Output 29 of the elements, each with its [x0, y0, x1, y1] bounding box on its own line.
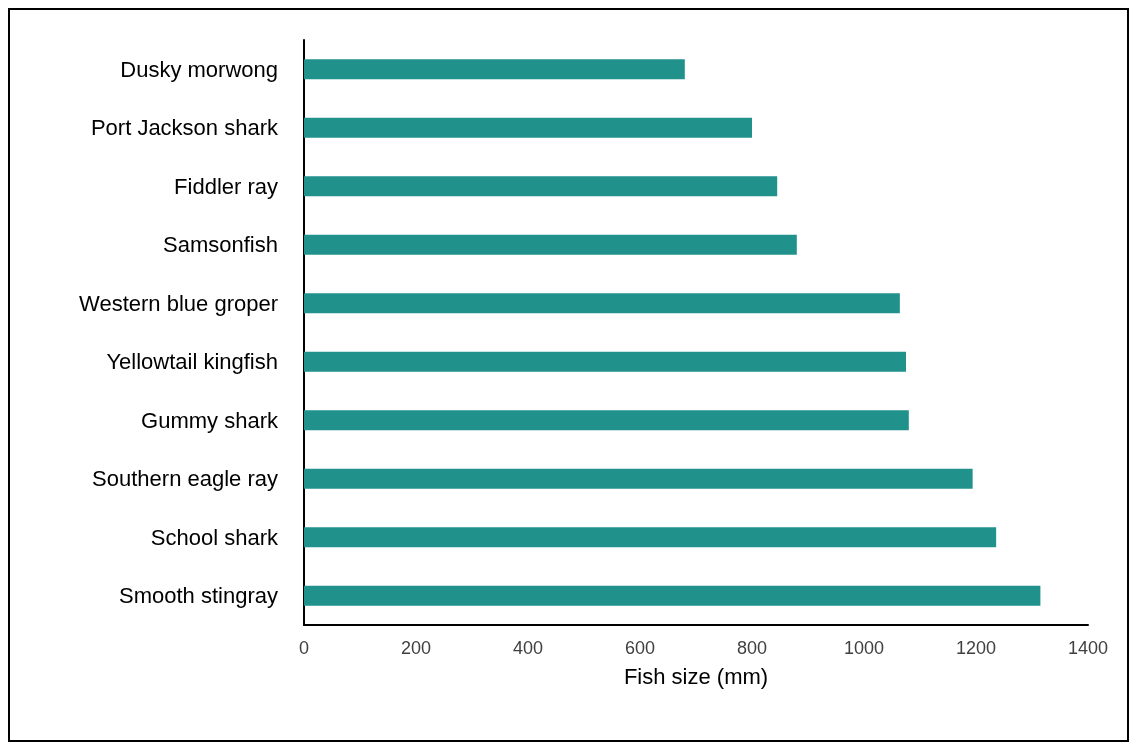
x-tick-label: 600: [624, 638, 656, 658]
bar: [304, 59, 685, 80]
y-tick-label: Smooth stingray: [119, 583, 278, 609]
x-tick-label: 200: [400, 638, 432, 658]
x-tick-label: 800: [736, 638, 768, 658]
y-tick-label: Gummy shark: [141, 407, 279, 433]
y-tick-label: Dusky morwong: [120, 56, 278, 82]
bar: [304, 293, 900, 314]
bar: [304, 234, 797, 255]
bar: [304, 351, 906, 372]
bar: [304, 527, 997, 548]
y-tick-label: Port Jackson shark: [90, 115, 279, 141]
x-tick-label: 1400: [1067, 638, 1109, 658]
y-tick-label: Yellowtail kingfish: [106, 349, 278, 375]
x-axis-title: Fish size (mm): [623, 663, 769, 689]
bar: [304, 468, 973, 489]
x-tick-label: 1000: [843, 638, 885, 658]
bar: [304, 176, 778, 197]
y-tick-label: School shark: [150, 524, 279, 550]
bar: [304, 585, 1041, 606]
bar: [304, 117, 752, 138]
y-tick-label: Samsonfish: [163, 232, 278, 258]
bar: [304, 410, 909, 431]
x-tick-label: 1200: [955, 638, 997, 658]
y-tick-label: Western blue groper: [79, 290, 278, 316]
x-tick-label: 0: [298, 638, 310, 658]
x-tick-label: 400: [512, 638, 544, 658]
y-tick-label: Fiddler ray: [174, 173, 278, 199]
y-tick-label: Southern eagle ray: [92, 466, 278, 492]
